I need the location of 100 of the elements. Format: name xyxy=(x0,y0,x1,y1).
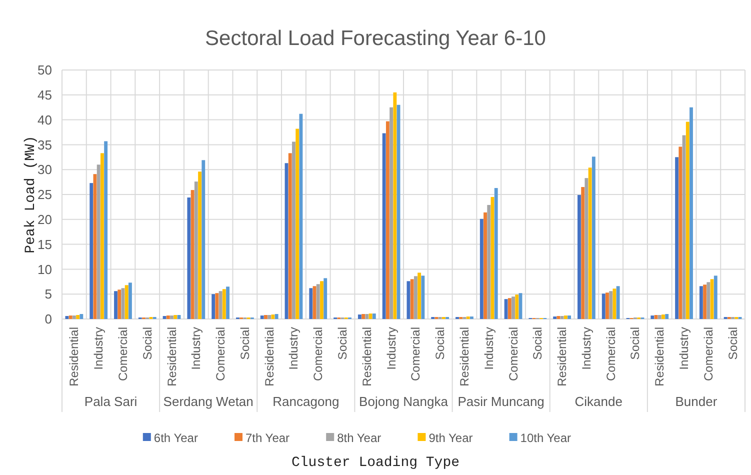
bar xyxy=(512,296,515,319)
bar xyxy=(358,314,362,319)
x-tick-label: Social xyxy=(726,327,740,360)
bar xyxy=(372,314,376,319)
bar xyxy=(658,315,662,319)
bar xyxy=(665,314,669,319)
bar xyxy=(678,146,682,319)
bar xyxy=(706,282,710,319)
text: Serdang Wetan xyxy=(163,394,254,409)
bar xyxy=(690,107,693,319)
text: Bojong Nangka xyxy=(359,394,449,409)
bar xyxy=(564,316,568,319)
x-tick-label: Industry xyxy=(579,327,594,370)
bar xyxy=(90,183,94,319)
bar xyxy=(222,289,226,319)
bar xyxy=(104,141,108,319)
bar xyxy=(612,288,616,319)
x-axis-title: Cluster Loading Type xyxy=(291,455,460,471)
bar xyxy=(114,291,118,319)
bar xyxy=(299,114,303,319)
bar xyxy=(650,316,654,319)
x-tick-label: Comercial xyxy=(116,327,130,382)
bar xyxy=(187,197,191,319)
bar xyxy=(72,316,76,319)
bar xyxy=(271,314,275,319)
bar xyxy=(264,315,268,319)
x-tick-label: Social xyxy=(336,327,350,360)
bar xyxy=(568,316,571,319)
x-tick-label: Comercial xyxy=(311,327,326,382)
bar xyxy=(324,278,328,319)
bar xyxy=(362,314,366,319)
bar xyxy=(198,172,202,319)
x-tick-label: Comercial xyxy=(506,327,520,382)
legend-label: 6th Year xyxy=(154,431,198,446)
x-tick-label: Residential xyxy=(360,327,374,386)
bar xyxy=(410,279,414,319)
bar xyxy=(128,282,132,319)
bar xyxy=(68,316,72,319)
bar xyxy=(226,286,230,319)
bar xyxy=(76,315,80,319)
bar xyxy=(194,182,198,319)
bar xyxy=(212,294,216,319)
x-tick-label: Social xyxy=(628,327,642,360)
bar xyxy=(382,133,386,319)
bar xyxy=(170,316,174,319)
bar xyxy=(414,276,418,319)
bar xyxy=(386,121,390,319)
bar xyxy=(162,316,166,319)
bar xyxy=(480,218,484,319)
x-tick-label: Comercial xyxy=(214,327,228,382)
y-axis-title: Peak Load (MW) xyxy=(23,136,39,254)
bar xyxy=(390,107,394,319)
bar xyxy=(675,157,679,319)
bar xyxy=(602,294,606,319)
bar xyxy=(592,156,596,319)
legend-label: 7th Year xyxy=(246,431,290,446)
bar xyxy=(584,178,588,319)
bar xyxy=(124,285,128,319)
x-tick-label: Social xyxy=(530,327,545,360)
bar xyxy=(508,298,512,319)
x-tick-label: Industry xyxy=(286,327,301,370)
text: Bunder xyxy=(675,394,718,409)
y-tick-label: 30 xyxy=(38,162,52,178)
y-tick-label: 5 xyxy=(44,286,52,302)
y-tick-label: 15 xyxy=(38,236,52,252)
x-tick-label: Industry xyxy=(677,327,692,370)
bar xyxy=(578,195,581,319)
text: Rancagong xyxy=(272,394,340,409)
legend-label: 8th Year xyxy=(337,431,382,446)
x-tick-label: Residential xyxy=(555,327,570,386)
x-tick-label: Industry xyxy=(92,327,106,370)
x-tick-label: Comercial xyxy=(604,327,618,382)
y-tick-label: 40 xyxy=(38,112,52,128)
bar xyxy=(484,212,487,319)
bar xyxy=(556,316,560,319)
bar xyxy=(96,164,100,319)
x-tick-label: Comercial xyxy=(701,327,716,382)
x-tick-label: Industry xyxy=(384,327,398,370)
bar xyxy=(393,92,397,319)
x-tick-label: Residential xyxy=(652,327,667,386)
bar xyxy=(215,293,219,319)
x-tick-label: Social xyxy=(433,327,448,360)
bar xyxy=(292,142,296,319)
x-tick-label: Residential xyxy=(164,327,179,386)
text: Pala Sari xyxy=(84,394,138,409)
bar xyxy=(714,276,718,319)
bar xyxy=(218,291,222,319)
bar xyxy=(686,122,690,319)
bar xyxy=(166,316,170,319)
bar xyxy=(487,204,491,319)
bar xyxy=(118,290,122,319)
bar xyxy=(560,316,564,319)
text: Pasir Muncang xyxy=(458,394,544,409)
bar xyxy=(699,286,703,319)
y-tick-label: 45 xyxy=(38,87,52,102)
bar xyxy=(609,291,613,319)
bar xyxy=(365,314,369,319)
bar xyxy=(190,190,194,319)
legend-label: 9th Year xyxy=(428,431,473,446)
x-tick-label: Residential xyxy=(262,327,276,386)
